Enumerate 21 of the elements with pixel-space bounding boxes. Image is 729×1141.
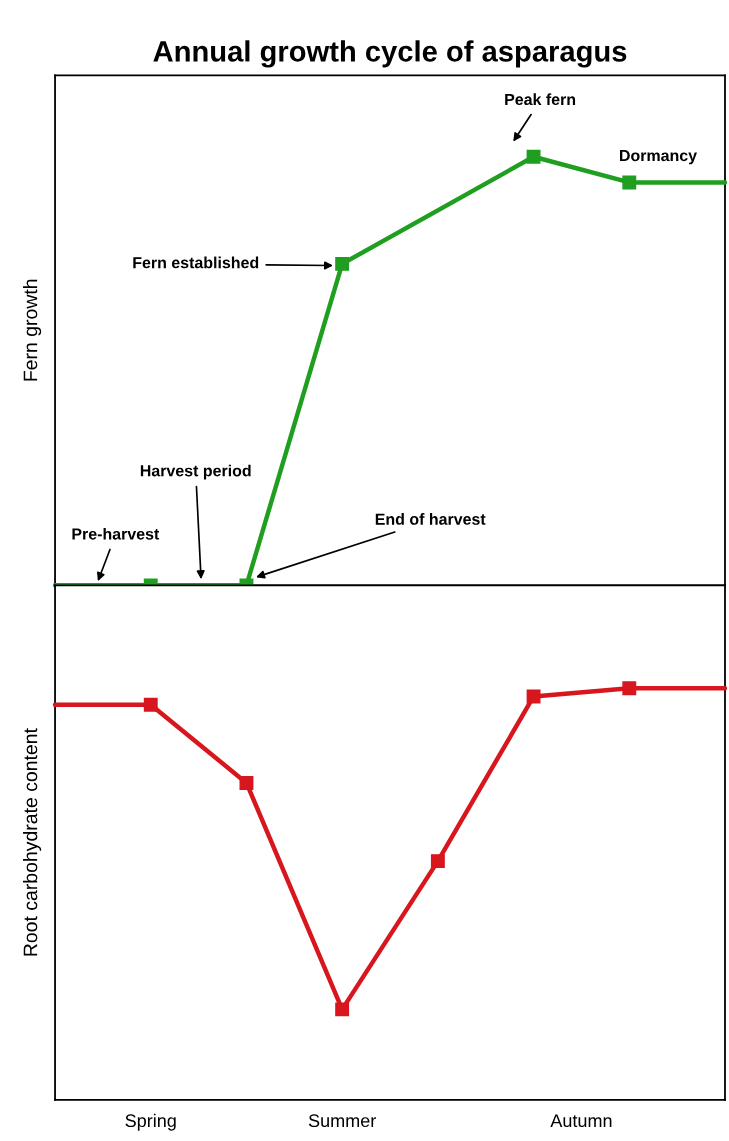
annotation: Dormancy bbox=[620, 150, 697, 165]
annotation: Harvest period bbox=[140, 464, 251, 480]
x-tick-label: Summer bbox=[308, 1114, 376, 1128]
chart-title: Annual growth cycle of asparagus bbox=[153, 40, 627, 68]
point bbox=[526, 149, 541, 164]
point bbox=[526, 689, 541, 704]
point bbox=[430, 854, 445, 869]
y-axis-title: Root carbohydrate content bbox=[23, 728, 42, 956]
annotation: End of harvest bbox=[375, 513, 486, 525]
point bbox=[239, 775, 254, 790]
x-tick-label: Spring bbox=[125, 1113, 176, 1131]
y-axis-title: Fern growth bbox=[23, 279, 42, 381]
point bbox=[335, 256, 350, 271]
annotation: Fern established bbox=[133, 256, 259, 269]
text: Peak fern bbox=[505, 93, 576, 106]
point bbox=[622, 175, 637, 190]
x-tick-label: Autumn bbox=[550, 1114, 612, 1128]
point bbox=[335, 1002, 350, 1017]
point bbox=[622, 681, 637, 696]
point bbox=[143, 697, 158, 712]
annotation: Pre-harvest bbox=[72, 527, 160, 540]
